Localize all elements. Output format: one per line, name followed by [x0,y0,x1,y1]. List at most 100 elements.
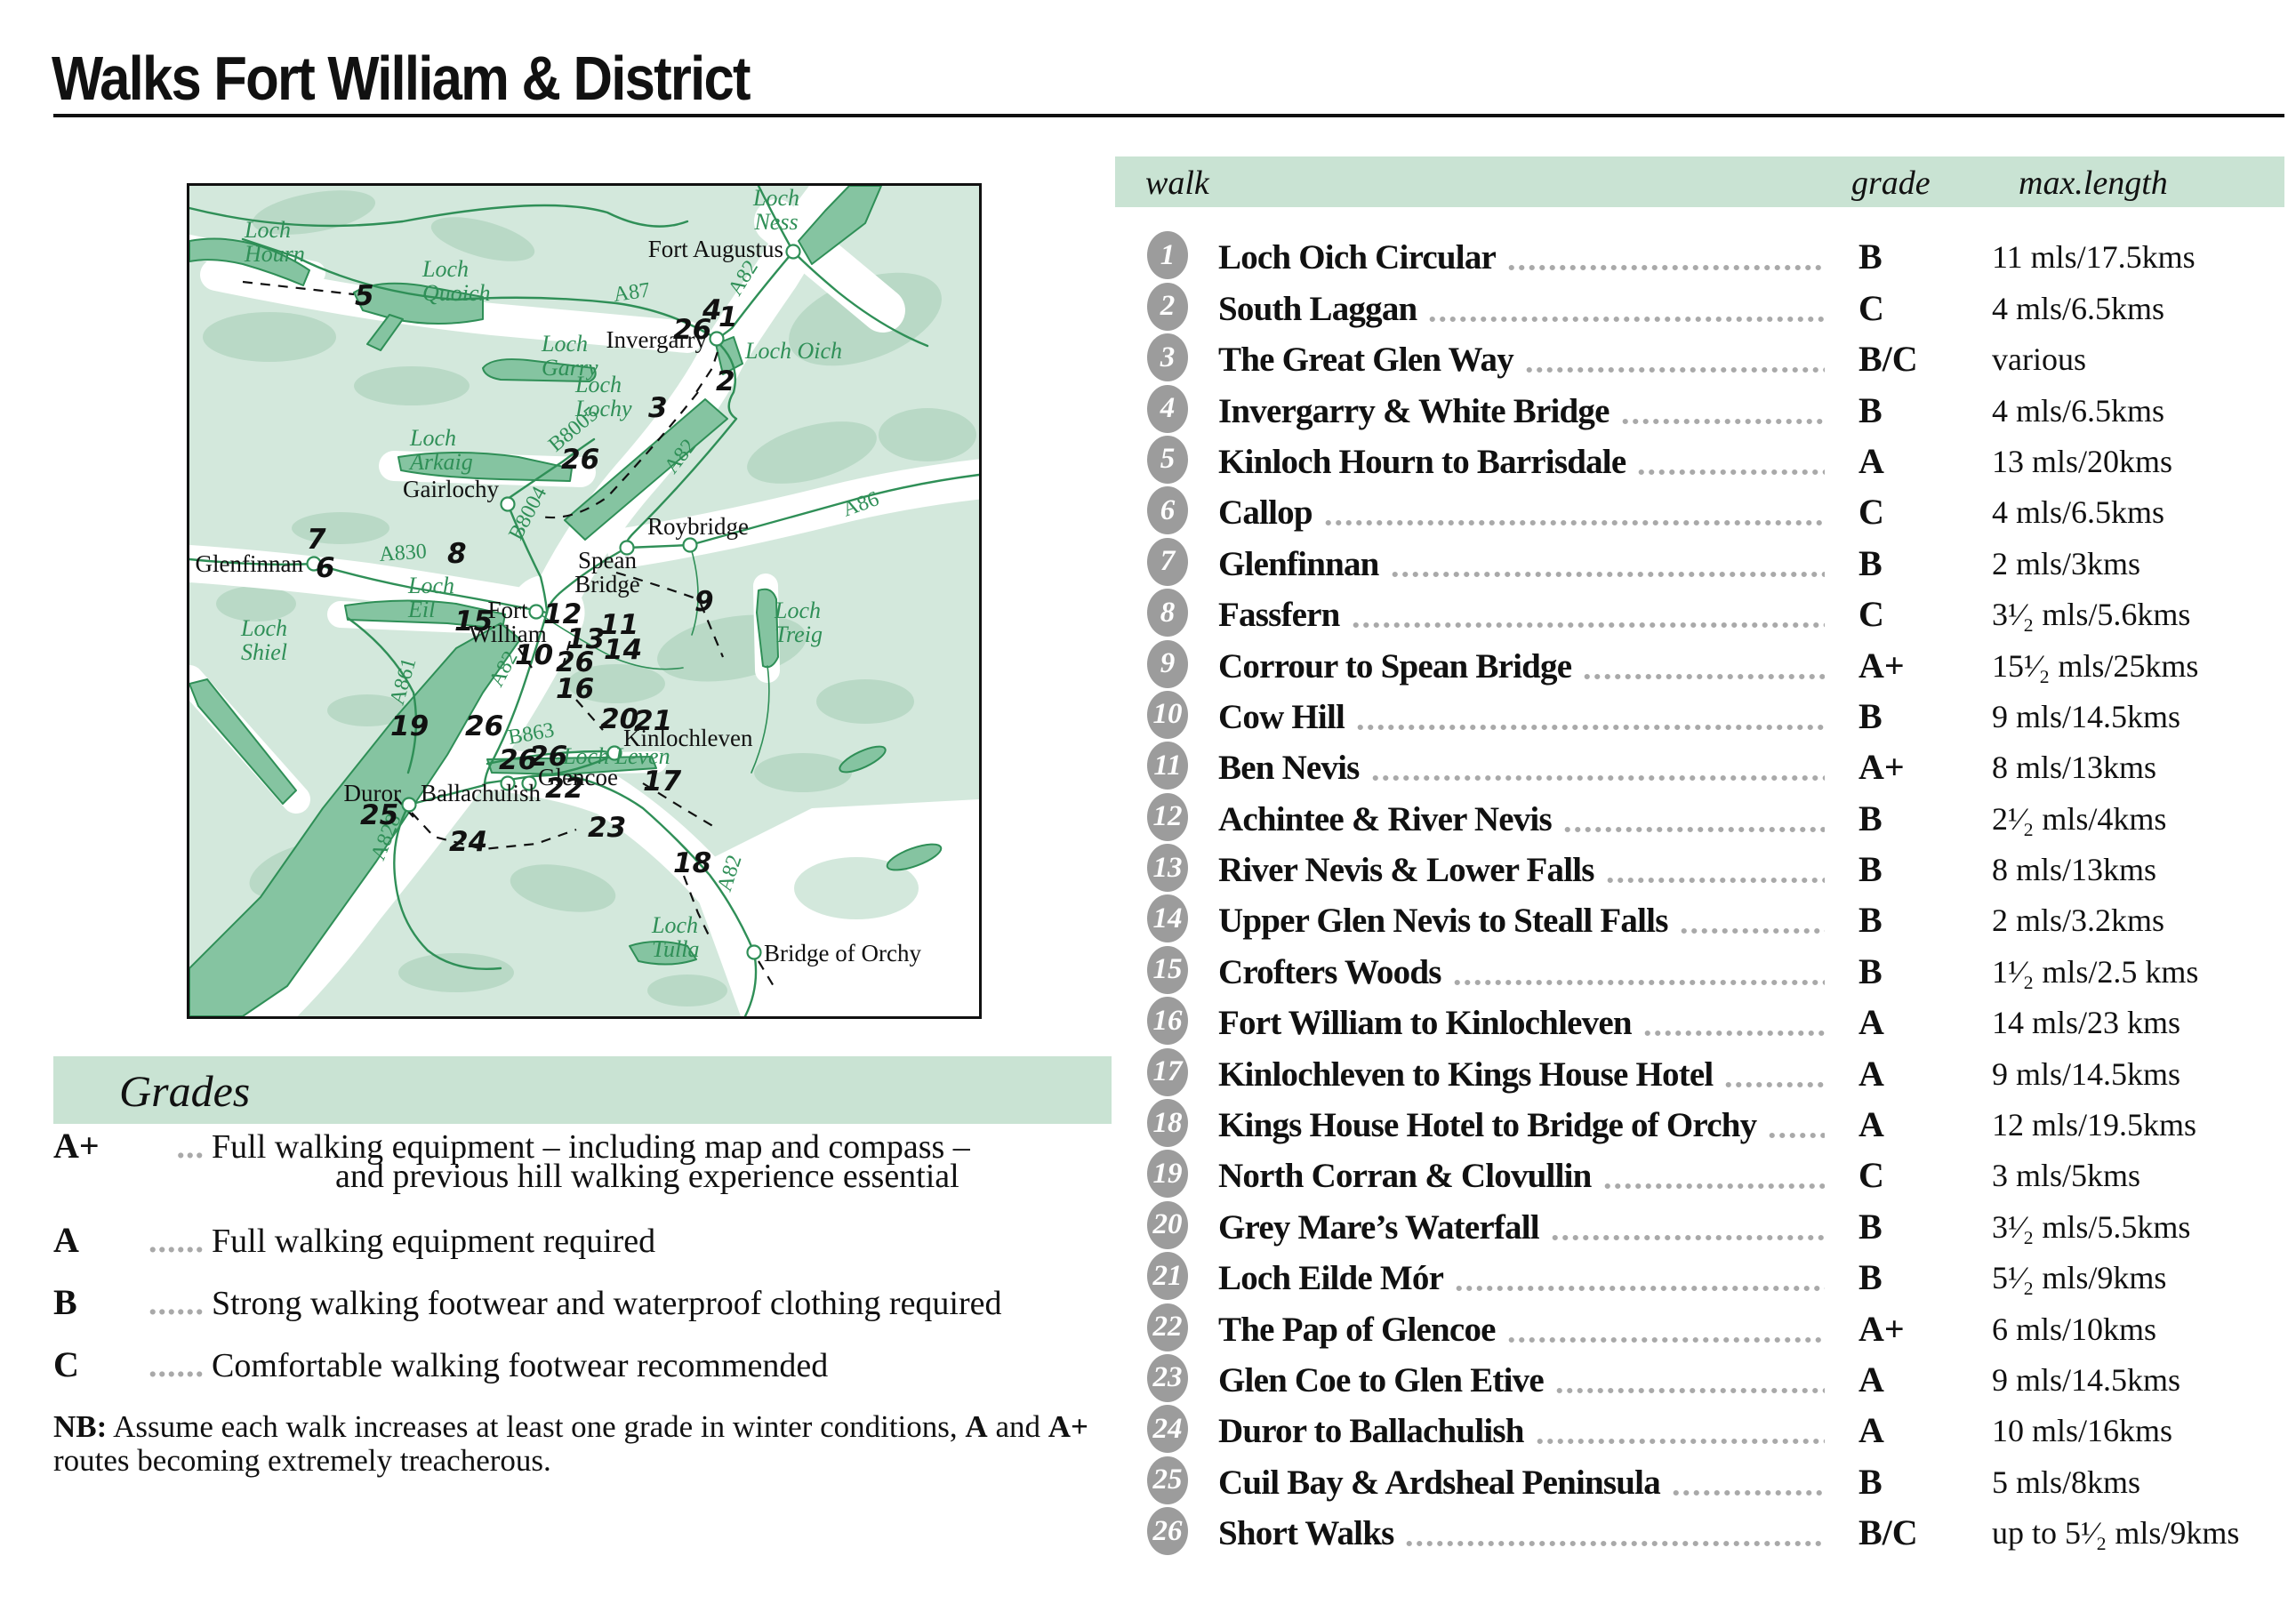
map-walk-number: 9 [694,586,714,618]
map-walk-number: 4 [702,294,722,326]
walk-number-badge: 11 [1147,742,1188,790]
grade-letter: B [53,1282,77,1322]
walk-max-length: 2¹⁄₂ mls/4kms [1992,800,2167,837]
table-row: 25 Cuil Bay & Ardsheal Peninsula B 5 mls… [1115,1454,2284,1504]
walk-number-badge: 20 [1147,1200,1188,1249]
walk-grade: B [1858,1257,1883,1298]
walk-number-badge: 7 [1147,537,1188,586]
map-town-label: Ballachulish [421,780,541,806]
grade-definition-b: B ...... Strong walking footwear and wate… [53,1281,1129,1323]
dotted-leader [1561,824,1825,835]
map-loch-label: Loch Ness [752,186,799,235]
walk-number-badge: 13 [1147,844,1188,893]
walk-max-length: up to 5¹⁄₂ mls/9kms [1992,1515,2240,1552]
map-walk-number: 26 [529,741,567,773]
walk-max-length: 14 mls/23 kms [1992,1005,2181,1041]
dotted-leader [1534,1437,1825,1448]
walk-name: Callop [1218,493,1313,533]
grade-definition-a: A ...... Full walking equipment required [53,1219,1129,1261]
grades-title: Grades [119,1066,251,1116]
dotted-leader [1355,722,1825,733]
dotted-leader [1506,263,1825,274]
walk-name: Glen Coe to Glen Etive [1218,1360,1545,1399]
table-row: 16 Fort William to Kinlochleven A 14 mls… [1115,995,2284,1046]
walk-name: North Corran & Clovullin [1218,1157,1592,1196]
walk-number-badge: 19 [1147,1150,1188,1199]
walk-grade: B [1858,1206,1883,1247]
walk-max-length: 4 mls/6.5kms [1992,494,2165,531]
map-walk-number: 13 [566,623,605,655]
walk-max-length: 8 mls/13kms [1992,750,2157,786]
dotted-leader [1451,977,1825,988]
map-town-label: Fort William [469,597,546,647]
map-walk-number: 5 [355,280,374,312]
table-row: 20 Grey Mare’s Waterfall B 3¹⁄₂ mls/5.5k… [1115,1199,2284,1249]
walk-number-badge: 15 [1147,945,1188,994]
walk-name: Loch Oich Circular [1218,238,1497,277]
walk-grade: C [1858,492,1884,533]
walk-max-length: 2 mls/3kms [1992,545,2141,581]
walk-grade: C [1858,1155,1884,1196]
walk-name: Ben Nevis [1218,749,1360,788]
walk-name: The Great Glen Way [1218,341,1514,380]
walk-max-length: 3¹⁄₂ mls/5.6kms [1992,597,2191,633]
walk-grade: A [1858,1053,1884,1094]
walk-grade: C [1858,287,1884,328]
column-header-walk: walk [1145,164,1209,202]
map-town-label: Fort Augustus [648,236,783,262]
dotted-leader [1604,876,1825,886]
dotted-leader [1723,1079,1825,1090]
walk-max-length: 5 mls/8kms [1992,1464,2141,1500]
grade-dots: ...... [149,1347,205,1384]
table-row: 12 Achintee & River Nevis B 2¹⁄₂ mls/4km… [1115,790,2284,841]
table-row: 19 North Corran & Clovullin C 3 mls/5kms [1115,1148,2284,1199]
map-walk-number: 19 [390,710,429,742]
grade-text: Comfortable walking footwear recommended [212,1347,829,1384]
walk-name: Short Walks [1218,1514,1394,1553]
dotted-leader [1582,671,1825,682]
table-row: 2 South Laggan C 4 mls/6.5kms [1115,280,2284,331]
dotted-leader [1523,365,1825,376]
walk-grade: B [1858,237,1883,277]
grade-definition-a-plus: A+ ... Full walking equipment – including… [53,1125,1129,1167]
walk-max-length: 9 mls/14.5kms [1992,698,2181,734]
map-road-label: A830 [379,540,428,566]
dotted-leader [1404,1539,1825,1550]
walk-max-length: 2 mls/3.2kms [1992,902,2165,939]
grade-dots: ...... [149,1223,205,1260]
grade-letter: C [53,1344,79,1384]
grade-definition-a-plus-line2: and previous hill walking experience ess… [335,1158,959,1195]
map-walk-routes [242,280,777,991]
walk-number-badge: 5 [1147,435,1188,484]
walk-name: Invergarry & White Bridge [1218,391,1610,430]
map-walk-number: 23 [588,812,626,844]
map-walk-number: 17 [643,766,682,798]
table-row: 26 Short Walks B/C up to 5¹⁄₂ mls/9kms [1115,1505,2284,1556]
walk-max-length: 9 mls/14.5kms [1992,1361,2181,1398]
walk-grade: B [1858,389,1883,430]
walk-grade: A+ [1858,747,1905,788]
grades-panel-bar [53,1056,1112,1124]
walk-number-badge: 25 [1147,1456,1188,1504]
table-row: 6 Callop C 4 mls/6.5kms [1115,485,2284,535]
note-text: Assume each walk increases at least one … [107,1409,966,1444]
map-town-label: Glenfinnan [196,550,304,577]
walk-name: Grey Mare’s Waterfall [1218,1207,1540,1247]
walk-number-badge: 18 [1147,1099,1188,1148]
dotted-leader [1427,314,1825,325]
map-town-label: Roybridge [647,513,749,540]
map-walk-number: 7 [307,524,326,556]
walk-name: Corrour to Spean Bridge [1218,646,1572,686]
walk-name: Cuil Bay & Ardsheal Peninsula [1218,1463,1661,1502]
walk-number-badge: 10 [1147,690,1188,739]
walk-name: Kings House Hotel to Bridge of Orchy [1218,1106,1757,1145]
table-row: 17 Kinlochleven to Kings House Hotel A 9… [1115,1046,2284,1096]
walk-number-badge: 26 [1147,1507,1188,1556]
walk-grade: B [1858,798,1883,838]
map-loch-label: Loch Treig [774,597,823,647]
walk-number-badge: 16 [1147,997,1188,1046]
map-walk-number: 26 [465,710,503,742]
map-road-label: A87 [612,278,652,307]
walk-number-badge: 4 [1147,384,1188,433]
